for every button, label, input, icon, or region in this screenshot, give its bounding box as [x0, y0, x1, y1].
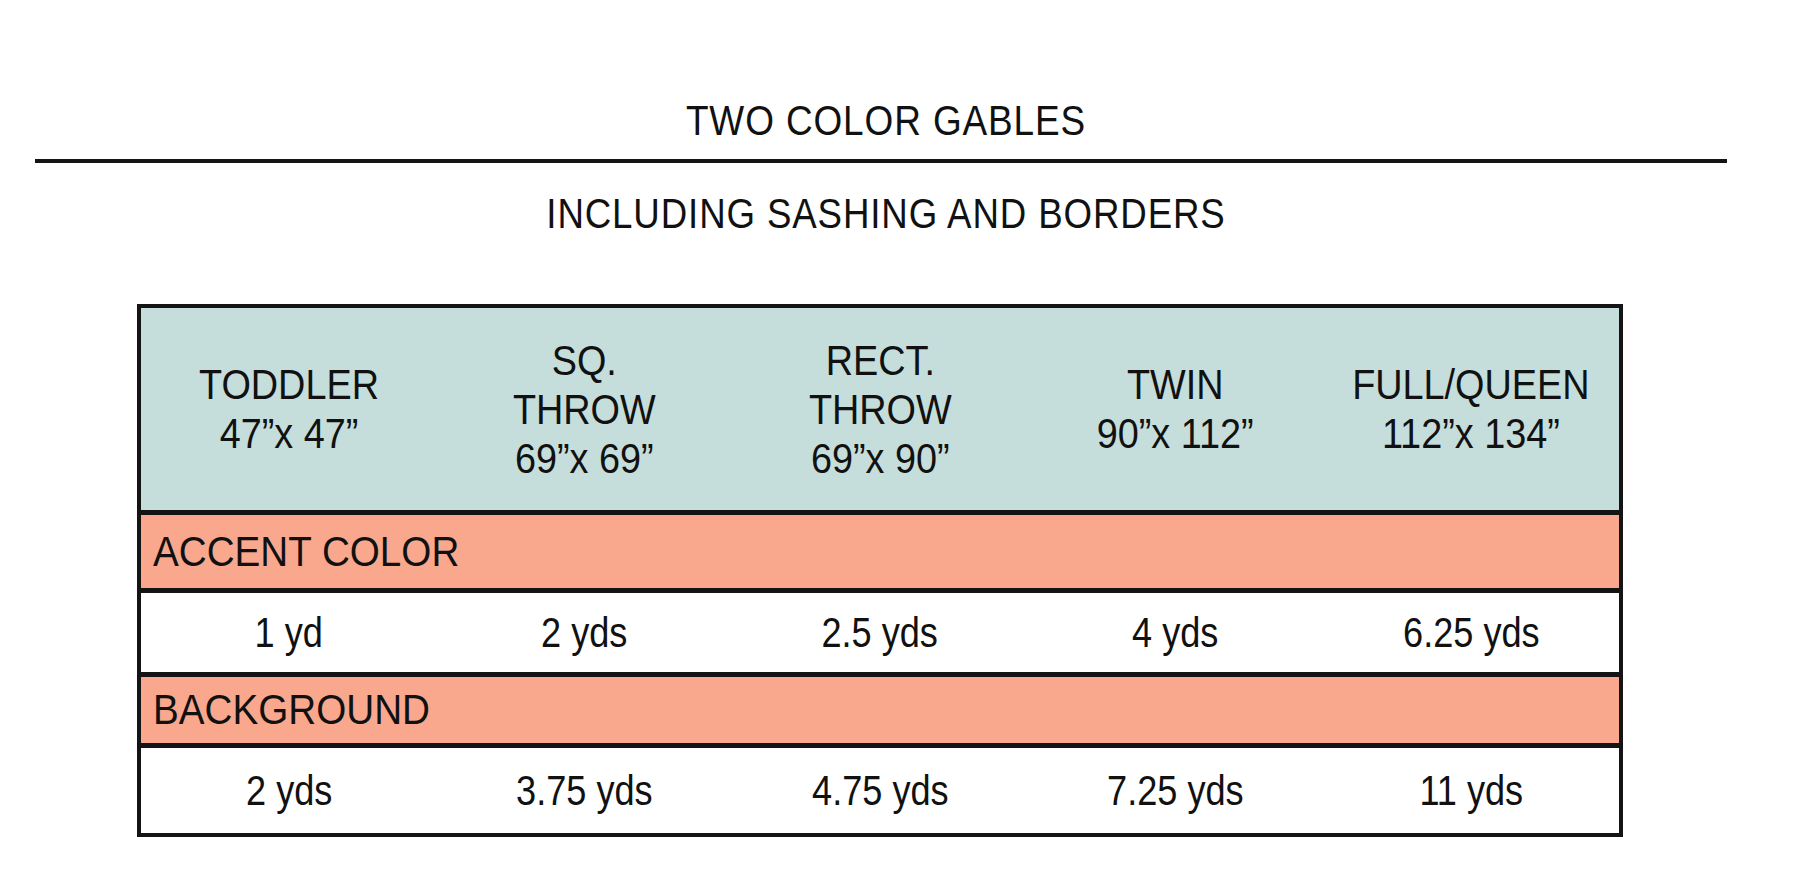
page-title: TWO COLOR GABLES [106, 100, 1665, 142]
yardage-value: 3.75 yds [437, 748, 733, 833]
yardage-value: 2 yds [141, 748, 437, 833]
accent-color-values-row: 1 yd 2 yds 2.5 yds 4 yds 6.25 yds [141, 593, 1619, 677]
yardage-value: 2.5 yds [732, 593, 1028, 672]
yardage-value: 4.75 yds [732, 748, 1028, 833]
yardage-value: 1 yd [141, 593, 437, 672]
yardage-value: 4 yds [1028, 593, 1324, 672]
section-label-accent-color: ACCENT COLOR [141, 515, 1619, 593]
table-header-row: TODDLER 47”x 47” SQ. THROW 69”x 69” RECT… [141, 308, 1619, 515]
page-subtitle: INCLUDING SASHING AND BORDERS [113, 193, 1660, 235]
column-header-toddler: TODDLER 47”x 47” [141, 308, 437, 510]
yardage-value: 2 yds [437, 593, 733, 672]
title-divider-line [35, 159, 1727, 163]
yardage-value: 6.25 yds [1323, 593, 1619, 672]
yardage-value: 7.25 yds [1028, 748, 1324, 833]
column-header-twin: TWIN 90”x 112” [1028, 308, 1324, 510]
column-header-rect-throw: RECT. THROW 69”x 90” [732, 308, 1028, 510]
section-label-background: BACKGROUND [141, 677, 1619, 748]
yardage-value: 11 yds [1323, 748, 1619, 833]
column-header-full-queen: FULL/QUEEN 112”x 134” [1323, 308, 1619, 510]
column-header-sq-throw: SQ. THROW 69”x 69” [437, 308, 733, 510]
yardage-table: TODDLER 47”x 47” SQ. THROW 69”x 69” RECT… [137, 304, 1623, 837]
background-values-row: 2 yds 3.75 yds 4.75 yds 7.25 yds 11 yds [141, 748, 1619, 833]
